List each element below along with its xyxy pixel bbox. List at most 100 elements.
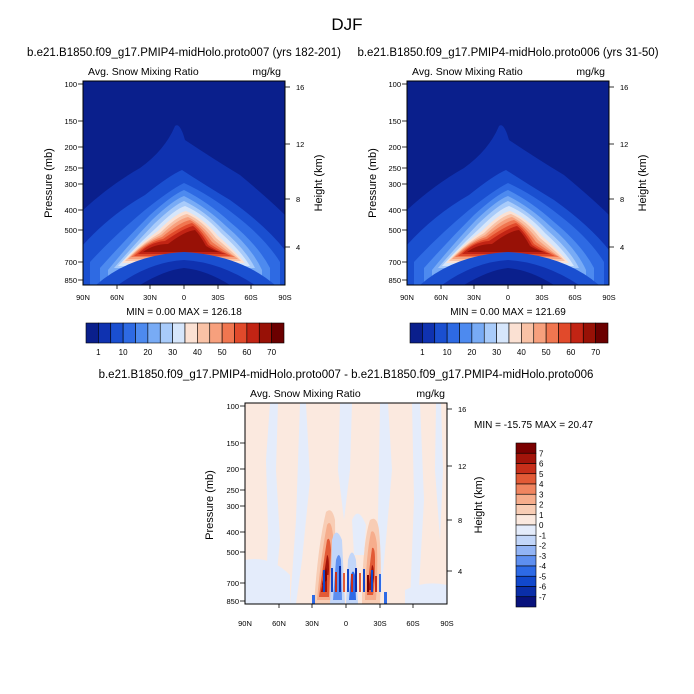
- colorbar-label: 70: [591, 348, 600, 357]
- colorbar-label: -4: [539, 562, 547, 571]
- colorbar-swatch: [110, 322, 124, 344]
- colorbar-swatch: [515, 493, 537, 505]
- colorbar-swatch: [508, 322, 522, 344]
- colorbar-label: 10: [119, 348, 128, 357]
- colorbar-label: -6: [539, 583, 547, 592]
- y-tick-label: 850: [388, 276, 401, 285]
- colorbar-swatch: [570, 322, 584, 344]
- colorbar-swatch: [515, 586, 537, 598]
- colorbar-label: 20: [143, 348, 152, 357]
- y-right-tick-label: 12: [296, 140, 304, 149]
- colorbar-label: 6: [539, 460, 544, 469]
- panel-left-subtitle-right: mg/kg: [252, 66, 281, 78]
- colorbar-swatch: [515, 534, 537, 546]
- y-tick-label: 150: [64, 117, 77, 126]
- x-tick-label: 60S: [244, 293, 257, 302]
- x-tick-label: 90S: [278, 293, 291, 302]
- y-right-tick-label: 16: [620, 83, 628, 92]
- colorbar-label: 60: [566, 348, 575, 357]
- y-tick-label: 700: [226, 579, 239, 588]
- colorbar-swatch: [159, 322, 173, 344]
- colorbar-swatch: [515, 452, 537, 464]
- y-right-tick-label: 4: [296, 243, 300, 252]
- colorbar-swatch: [515, 514, 537, 526]
- y-right-tick-label: 4: [620, 243, 624, 252]
- colorbar-swatch: [197, 322, 211, 344]
- panel-left-stats: MIN = 0.00 MAX = 126.18: [126, 307, 242, 318]
- colorbar-swatch: [209, 322, 223, 344]
- panel-diff-surface-streaks: [312, 566, 387, 604]
- y-tick-label: 300: [64, 180, 77, 189]
- colorbar-swatch: [515, 596, 537, 608]
- y-tick-label: 150: [226, 439, 239, 448]
- colorbar-swatch: [446, 322, 460, 344]
- y-right-tick-label: 8: [296, 195, 300, 204]
- x-tick-label: 0: [182, 293, 186, 302]
- y-tick-label: 700: [64, 258, 77, 267]
- colorbar-swatch: [147, 322, 161, 344]
- colorbar-swatch: [545, 322, 559, 344]
- colorbar-swatch: [496, 322, 510, 344]
- panel-right-subtitle-right: mg/kg: [576, 66, 605, 78]
- colorbar-swatch: [515, 483, 537, 495]
- x-tick-label: 90N: [400, 293, 414, 302]
- y-tick-label: 300: [226, 502, 239, 511]
- colorbar-swatch: [515, 575, 537, 587]
- y-tick-label: 500: [226, 548, 239, 557]
- x-tick-label: 0: [344, 619, 348, 628]
- colorbar-swatch: [595, 322, 609, 344]
- y-right-tick-label: 4: [458, 567, 462, 576]
- x-tick-label: 90N: [238, 619, 252, 628]
- panel-right-subtitle-left: Avg. Snow Mixing Ratio: [412, 66, 523, 78]
- colorbar-swatch: [515, 442, 537, 454]
- y-tick-label: 200: [388, 143, 401, 152]
- y-tick-label: 250: [388, 164, 401, 173]
- panel-diff-y-ticks: 100 150 200 250 300 400 500 700 850: [226, 402, 239, 606]
- colorbar-label: 50: [542, 348, 551, 357]
- panel-left-y-right-ticks: 16 12 8 4: [296, 83, 304, 252]
- panel-left-y-ticks: 100 150 200 250 300 400 500 700 850: [64, 80, 77, 285]
- panel-right-stats: MIN = 0.00 MAX = 121.69: [450, 307, 566, 318]
- x-tick-label: 60S: [568, 293, 581, 302]
- colorbar-label: -7: [539, 593, 547, 602]
- y-tick-label: 700: [388, 258, 401, 267]
- x-tick-label: 30N: [305, 619, 319, 628]
- panel-right-y-ticks: 100 150 200 250 300 400 500 700 850: [388, 80, 401, 285]
- panel-right: b.e21.B1850.f09_g17.PMIP4-midHolo.proto0…: [357, 47, 658, 357]
- x-tick-label: 60N: [110, 293, 124, 302]
- y-tick-label: 150: [388, 117, 401, 126]
- panel-right-colorbar: 1 10 20 30 40 50 60 70: [409, 322, 609, 357]
- x-tick-label: 30N: [143, 293, 157, 302]
- panel-left-x-ticks: 90N 60N 30N 0 30S 60S 90S: [76, 293, 292, 302]
- panel-diff-plot-area: [245, 403, 447, 604]
- colorbar-label: 70: [267, 348, 276, 357]
- panel-left-subtitle-left: Avg. Snow Mixing Ratio: [88, 66, 199, 78]
- y-tick-label: 250: [64, 164, 77, 173]
- colorbar-label: 30: [168, 348, 177, 357]
- panel-right-x-ticks: 90N 60N 30N 0 30S 60S 90S: [400, 293, 616, 302]
- y-tick-label: 400: [388, 206, 401, 215]
- colorbar-swatch: [515, 555, 537, 567]
- panel-right-y-axis-label: Pressure (mb): [367, 148, 379, 218]
- colorbar-swatch: [459, 322, 473, 344]
- panel-diff-subtitle-right: mg/kg: [416, 388, 445, 400]
- x-tick-label: 30S: [373, 619, 386, 628]
- colorbar-swatch: [582, 322, 596, 344]
- y-tick-label: 850: [226, 597, 239, 606]
- colorbar-label: 1: [420, 348, 425, 357]
- colorbar-label: 3: [539, 490, 544, 499]
- colorbar-label: 5: [539, 470, 544, 479]
- y-tick-label: 400: [226, 528, 239, 537]
- y-tick-label: 250: [226, 486, 239, 495]
- panel-left-plot-area: [83, 81, 285, 285]
- page-title: DJF: [331, 15, 362, 34]
- colorbar-label: 7: [539, 449, 544, 458]
- y-tick-label: 500: [64, 226, 77, 235]
- colorbar-label: 20: [467, 348, 476, 357]
- colorbar-swatch: [515, 545, 537, 557]
- colorbar-label: 0: [539, 521, 544, 530]
- panel-diff-subtitle-left: Avg. Snow Mixing Ratio: [250, 388, 361, 400]
- colorbar-label: -2: [539, 542, 547, 551]
